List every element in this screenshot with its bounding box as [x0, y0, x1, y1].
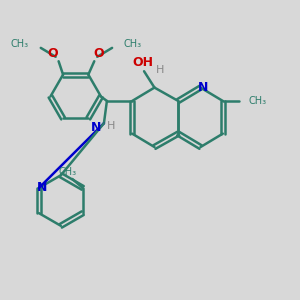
Text: CH₃: CH₃: [11, 39, 29, 49]
Text: O: O: [47, 47, 58, 60]
Text: H: H: [156, 65, 165, 75]
Text: N: N: [91, 121, 102, 134]
Text: CH₃: CH₃: [124, 39, 142, 49]
Text: CH₃: CH₃: [248, 96, 266, 106]
Text: CH₃: CH₃: [59, 167, 77, 176]
Text: H: H: [107, 121, 116, 131]
Text: N: N: [37, 182, 47, 194]
Text: O: O: [93, 47, 104, 60]
Text: OH: OH: [132, 56, 153, 69]
Text: N: N: [198, 81, 209, 94]
